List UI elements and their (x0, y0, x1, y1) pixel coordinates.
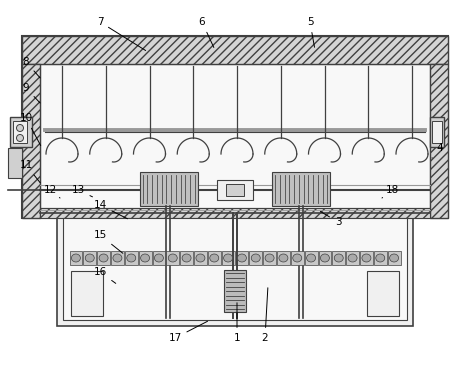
Ellipse shape (113, 254, 122, 262)
Bar (432, 121, 442, 143)
Bar (83, 251, 96, 265)
Bar (263, 251, 276, 265)
Bar (305, 251, 318, 265)
Bar (235, 251, 248, 265)
Ellipse shape (224, 254, 233, 262)
Bar (388, 251, 400, 265)
Bar (430, 117, 444, 147)
Ellipse shape (182, 254, 191, 262)
Bar (360, 251, 373, 265)
Text: 3: 3 (321, 211, 341, 227)
Text: 12: 12 (43, 185, 60, 198)
Text: 17: 17 (168, 321, 208, 343)
Ellipse shape (265, 254, 274, 262)
Bar (194, 251, 207, 265)
Bar (367, 271, 399, 316)
Bar (166, 251, 179, 265)
Bar (224, 270, 246, 312)
Bar (139, 251, 151, 265)
Ellipse shape (348, 254, 357, 262)
Bar (430, 64, 448, 218)
Text: 2: 2 (262, 288, 268, 343)
Text: 13: 13 (71, 185, 93, 197)
Ellipse shape (85, 254, 94, 262)
Bar (13, 121, 27, 143)
Ellipse shape (334, 254, 343, 262)
Bar (97, 251, 110, 265)
Circle shape (16, 135, 24, 141)
Bar (22, 36, 448, 218)
Bar (22, 36, 448, 64)
Text: 1: 1 (234, 303, 240, 343)
Bar (125, 251, 138, 265)
Bar (70, 251, 82, 265)
Bar (332, 251, 345, 265)
Text: 10: 10 (19, 113, 41, 146)
Ellipse shape (376, 254, 385, 262)
Bar (40, 64, 430, 208)
Bar (10, 117, 32, 147)
Ellipse shape (390, 254, 399, 262)
Text: 11: 11 (19, 160, 40, 183)
Bar (111, 251, 124, 265)
Ellipse shape (127, 254, 136, 262)
Bar (222, 251, 235, 265)
Ellipse shape (251, 254, 260, 262)
Bar (63, 218, 407, 320)
Bar (249, 251, 262, 265)
Text: 18: 18 (382, 185, 399, 198)
Text: 4: 4 (432, 143, 443, 158)
Bar (140, 172, 198, 206)
Text: 5: 5 (307, 17, 314, 47)
Text: 16: 16 (94, 267, 116, 284)
Text: 7: 7 (97, 17, 146, 51)
Bar (208, 251, 221, 265)
Bar (152, 251, 165, 265)
Ellipse shape (196, 254, 205, 262)
Ellipse shape (141, 254, 149, 262)
Bar (8, 148, 22, 178)
Bar (346, 251, 359, 265)
Text: 9: 9 (23, 83, 40, 103)
Ellipse shape (293, 254, 302, 262)
Bar (291, 251, 304, 265)
Text: 6: 6 (199, 17, 214, 48)
Ellipse shape (155, 254, 164, 262)
Bar (22, 64, 40, 218)
Bar (57, 218, 413, 326)
Text: 14: 14 (94, 200, 127, 219)
Bar (226, 184, 244, 196)
Bar (272, 172, 330, 206)
Ellipse shape (306, 254, 315, 262)
Ellipse shape (168, 254, 177, 262)
Bar (71, 271, 103, 316)
Bar (180, 251, 193, 265)
Bar (40, 208, 430, 218)
Ellipse shape (99, 254, 108, 262)
Text: 15: 15 (94, 230, 123, 253)
Bar (374, 251, 387, 265)
Ellipse shape (210, 254, 219, 262)
Ellipse shape (279, 254, 288, 262)
Bar (217, 180, 253, 200)
Bar (319, 251, 331, 265)
Ellipse shape (362, 254, 371, 262)
Bar (277, 251, 290, 265)
Ellipse shape (237, 254, 246, 262)
Ellipse shape (71, 254, 80, 262)
Text: 8: 8 (23, 57, 40, 78)
Ellipse shape (321, 254, 329, 262)
Circle shape (16, 124, 24, 132)
